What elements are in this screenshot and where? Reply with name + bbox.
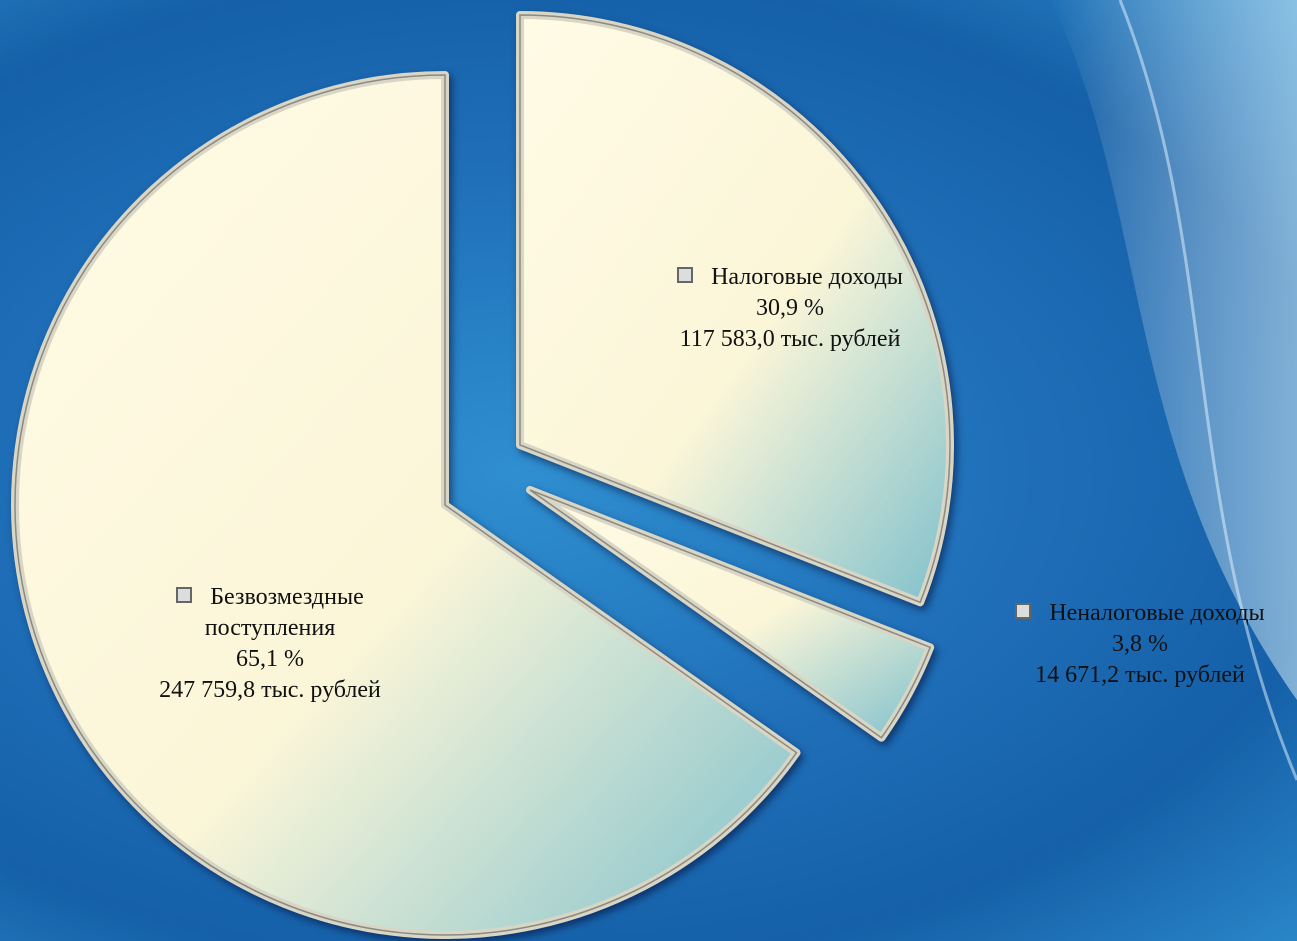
label-line: Налоговые доходы	[610, 262, 970, 293]
value-label: 65,1 %	[236, 646, 304, 672]
label-line: Неналоговые доходы	[980, 598, 1297, 629]
category-label: Налоговые доходы	[711, 264, 903, 290]
category-label: Безвозмездные поступления	[204, 584, 364, 641]
slice-edge	[529, 489, 932, 739]
category-label: Неналоговые доходы	[1049, 600, 1265, 626]
legend-marker	[1015, 603, 1032, 619]
label-line: Безвозмездные поступления	[120, 582, 420, 644]
amount-label: 247 759,8 тыс. рублей	[159, 677, 381, 703]
slice-edge	[14, 74, 798, 936]
legend-marker	[176, 587, 193, 603]
data-label: Неналоговые доходы 3,8 % 14 671,2 тыс. руб…	[980, 598, 1297, 691]
data-label: Налоговые доходы 30,9 % 117 583,0 тыс. руб…	[610, 262, 970, 355]
legend-marker	[677, 267, 694, 283]
slices	[11, 11, 954, 939]
data-label: Безвозмездные поступления 65,1 % 247 759,8…	[120, 582, 420, 706]
slice-edge	[519, 14, 951, 604]
background-sheen	[1050, 0, 1297, 700]
background-curve	[1118, 0, 1297, 781]
value-label: 30,9 %	[756, 295, 824, 321]
value-label: 3,8 %	[1112, 631, 1168, 657]
amount-label: 14 671,2 тыс. рублей	[1035, 662, 1245, 688]
amount-label: 117 583,0 тыс. рублей	[679, 326, 901, 352]
